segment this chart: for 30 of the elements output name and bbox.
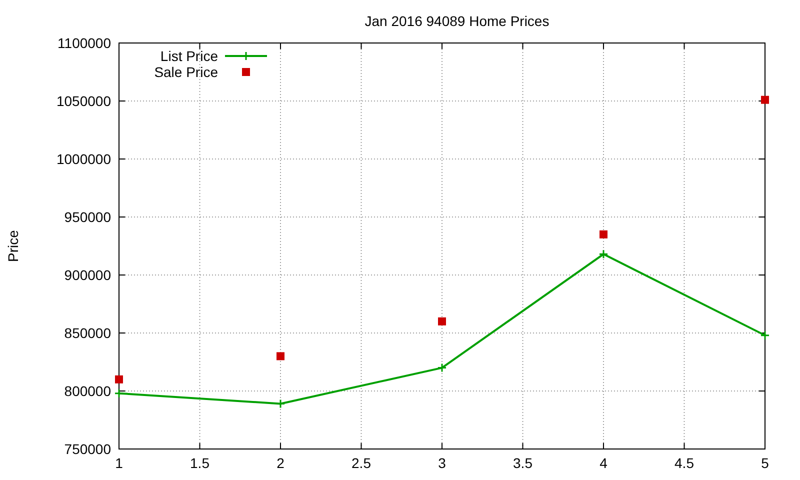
- x-tick-label: 2: [276, 455, 285, 471]
- x-tick-label: 1: [115, 455, 124, 471]
- point: [115, 375, 123, 384]
- y-tick-label: 950000: [64, 209, 112, 225]
- x-tick-label: 4.5: [674, 455, 694, 471]
- chart-title: Jan 2016 94089 Home Prices: [364, 13, 550, 29]
- x-tick-label: 3: [438, 455, 446, 471]
- y-tick-label: 900000: [64, 267, 112, 283]
- y-tick-label: 1100000: [58, 35, 112, 51]
- x-tick-label: 1.5: [190, 455, 210, 471]
- point: [761, 96, 769, 104]
- y-tick-label: 1050000: [56, 93, 112, 109]
- y-tick-label: 800000: [64, 383, 112, 399]
- point: [598, 249, 608, 259]
- point: [600, 230, 608, 238]
- point: [437, 363, 447, 373]
- point: [760, 330, 770, 340]
- y-tick-label: 750000: [64, 441, 112, 457]
- point: [114, 388, 124, 398]
- x-tick-label: 2.5: [352, 455, 372, 471]
- legend-label: Sale Price: [154, 64, 218, 80]
- x-tick-label: 3.5: [513, 455, 533, 471]
- legend-label: List Price: [160, 48, 218, 64]
- y-axis-title: Price: [5, 230, 21, 262]
- y-tick-label: 850000: [64, 325, 112, 341]
- point: [438, 317, 446, 326]
- x-tick-label: 5: [761, 455, 770, 471]
- x-tick-label: 4: [600, 455, 608, 471]
- y-tick-label: 1000000: [56, 151, 112, 167]
- point: [276, 352, 284, 360]
